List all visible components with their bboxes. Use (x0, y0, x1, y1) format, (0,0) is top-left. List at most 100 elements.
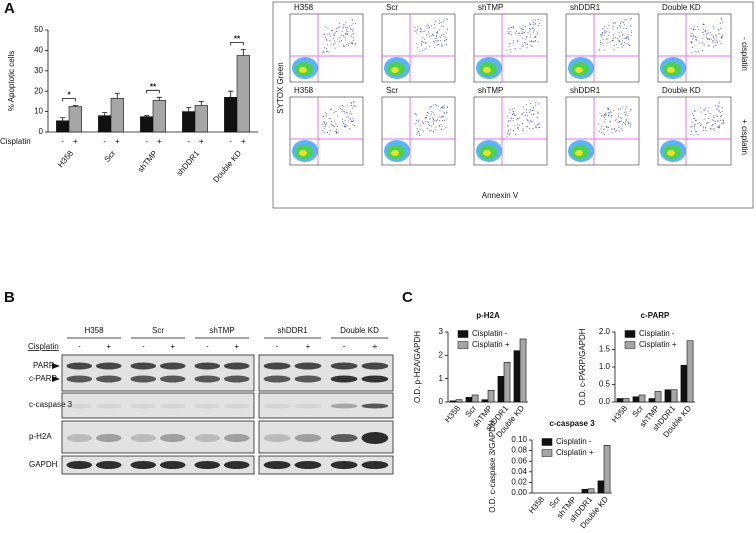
bar (587, 488, 595, 494)
flow-dot (349, 113, 351, 115)
band (223, 461, 250, 469)
significance-label: * (67, 91, 71, 100)
band (194, 375, 221, 383)
flow-dot (439, 23, 441, 25)
flow-dot (717, 105, 719, 107)
flow-dot (422, 37, 424, 39)
flow-dot (424, 38, 426, 40)
flow-dot (338, 37, 340, 39)
flow-dot (433, 118, 435, 120)
flow-dot (519, 26, 521, 28)
blot-group-label: H358 (84, 326, 104, 335)
flow-dot (705, 107, 707, 109)
flow-dot (346, 124, 348, 126)
band (66, 375, 93, 383)
flow-dot (414, 113, 416, 115)
flow-dot (613, 128, 615, 130)
flow-dot (522, 128, 524, 130)
flow-dot (511, 34, 513, 36)
flow-dot (322, 129, 324, 131)
flow-dot (334, 32, 336, 34)
flow-dot (526, 47, 528, 49)
flow-dot (716, 108, 718, 110)
flow-dot (606, 127, 608, 129)
y-axis-label: O.D. c-caspase 3/GAPDH (488, 420, 497, 513)
flow-dot (354, 105, 356, 107)
flow-dot (602, 28, 604, 30)
flow-dot (625, 120, 627, 122)
flow-dot (521, 44, 523, 46)
flow-dot (423, 30, 425, 32)
band (330, 403, 358, 409)
flow-dot (607, 28, 609, 30)
flow-dot (445, 38, 447, 40)
flow-dot (332, 125, 334, 127)
panel-label: B (4, 289, 15, 306)
flow-dot (529, 27, 531, 29)
flow-dot (609, 112, 611, 114)
flow-dot (526, 119, 528, 121)
flow-dot (703, 118, 705, 120)
flow-dot (713, 36, 715, 38)
flow-dot (622, 106, 624, 108)
flow-dot (433, 114, 435, 116)
flow-dot (339, 26, 341, 28)
band (130, 403, 157, 409)
flow-dot (709, 128, 711, 130)
flow-dot (323, 115, 325, 117)
row-label: PARP (33, 361, 54, 370)
flow-dot (690, 40, 692, 42)
bar (603, 444, 611, 494)
flow-dot (425, 47, 427, 49)
flow-dot (525, 38, 527, 40)
flow-dot (529, 24, 531, 26)
flow-dot (607, 38, 609, 40)
flow-dot (711, 34, 713, 36)
flow-dot (517, 127, 519, 129)
flow-dot (436, 37, 438, 39)
flow-dot (624, 19, 626, 21)
flow-dot (602, 31, 604, 33)
flow-dot (714, 104, 716, 106)
flow-dot (620, 23, 622, 25)
flow-dot (703, 110, 705, 112)
significance-label: ** (234, 34, 241, 43)
flow-dot (528, 23, 530, 25)
flow-dot (334, 130, 336, 132)
flow-dot (692, 122, 694, 124)
flow-dot (537, 25, 539, 27)
flow-column-label: shTMP (478, 3, 503, 12)
lane-sign: + (106, 342, 111, 351)
flow-dot (439, 35, 441, 37)
flow-dot (509, 134, 511, 136)
flow-dot (335, 129, 337, 131)
blot-membrane (258, 455, 394, 475)
flow-dot (325, 123, 327, 125)
flow-dot (533, 27, 535, 29)
flow-dot (427, 122, 429, 124)
flow-dot (606, 31, 608, 33)
flow-dot (693, 37, 695, 39)
flow-dot (617, 47, 619, 49)
flow-dot (620, 26, 622, 28)
flow-dot (690, 28, 692, 30)
flow-dot (625, 118, 627, 120)
band (159, 461, 186, 469)
flow-dot (419, 27, 421, 29)
flow-dot (532, 41, 534, 43)
y-tick-label: 1 (439, 374, 444, 383)
blot-membrane (258, 354, 394, 392)
flow-cluster (667, 150, 675, 156)
flow-dot (615, 22, 617, 24)
flow-dot (525, 114, 527, 116)
flow-dot (334, 42, 336, 44)
flow-dot (629, 110, 631, 112)
flow-dot (421, 41, 423, 43)
flow-dot (326, 50, 328, 52)
flow-dot (512, 111, 514, 113)
flow-dot (693, 124, 695, 126)
flow-dot (702, 126, 704, 128)
flow-dot (420, 28, 422, 30)
band (294, 403, 322, 409)
treatment-sign: + (241, 137, 246, 146)
